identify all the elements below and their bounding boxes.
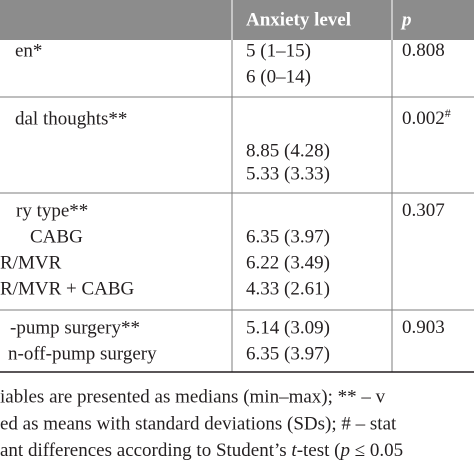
header-cell: Anxiety level xyxy=(246,9,351,30)
footnote-text: t xyxy=(291,440,297,461)
table-body: en* 5 (1–15) 6 (0–14) 0.808 dal thoughts** 8.… xyxy=(0,40,451,364)
p-value: 0.808 xyxy=(402,40,445,61)
footnote-text: p xyxy=(339,440,351,461)
anxiety-value: 5.33 (3.33) xyxy=(246,163,330,184)
row-label: R/MVR xyxy=(0,252,62,273)
row-label: -pump surgery** xyxy=(10,317,140,338)
p-value: 0.307 xyxy=(402,200,445,221)
footnote-text: -test ( xyxy=(297,440,341,461)
row-label: n-off-pump surgery xyxy=(8,343,157,364)
anxiety-value: 5.14 (3.09) xyxy=(246,317,330,338)
row-label: CABG xyxy=(30,226,83,247)
p-mark: # xyxy=(445,106,451,120)
anxiety-value: 4.33 (2.61) xyxy=(246,278,330,299)
anxiety-value: 5 (1–15) xyxy=(246,40,311,61)
footnote-text: ≤ 0.05 xyxy=(350,440,403,461)
header-cell: p xyxy=(400,9,412,30)
anxiety-value: 8.85 (4.28) xyxy=(246,140,330,161)
anxiety-value: 6.35 (3.97) xyxy=(246,226,330,247)
anxiety-value: 6.22 (3.49) xyxy=(246,252,330,273)
footnote-text: ant differences according to Student’s xyxy=(0,440,291,461)
header-background xyxy=(0,0,474,40)
p-number: 0.002 xyxy=(402,108,445,129)
row-label: R/MVR + CABG xyxy=(0,278,135,299)
footnote-line: iables are presented as medians (min–max… xyxy=(0,386,386,407)
row-label: en* xyxy=(15,40,42,61)
p-number: 0.307 xyxy=(402,200,445,221)
p-value: 0.903 xyxy=(402,317,445,338)
p-value: 0.002# xyxy=(402,106,451,130)
row-label: ry type** xyxy=(16,200,88,221)
p-number: 0.903 xyxy=(402,317,445,338)
footnote-line: ed as means with standard deviations (SD… xyxy=(0,413,397,434)
anxiety-value: 6.35 (3.97) xyxy=(246,343,330,364)
footnote-line: ant differences according to Student’s t… xyxy=(0,440,403,461)
p-number: 0.808 xyxy=(402,40,445,61)
anxiety-value: 6 (0–14) xyxy=(246,66,311,87)
row-label: dal thoughts** xyxy=(15,108,127,129)
